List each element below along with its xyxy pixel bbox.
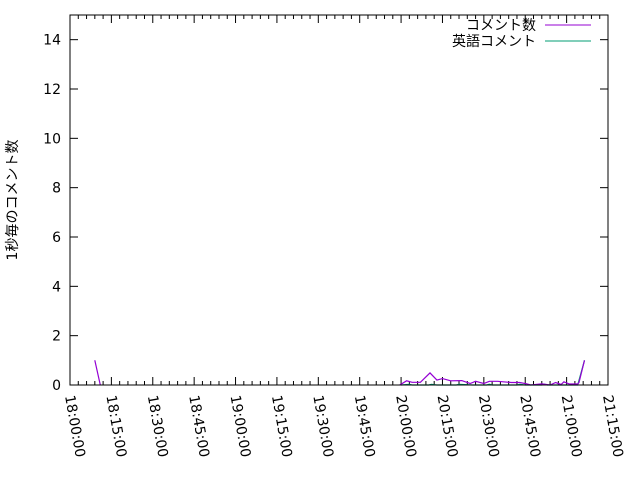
plot-border [69,14,609,386]
x-tick-label: 20:00:00 [392,394,419,459]
x-tick-label: 19:00:00 [227,394,254,459]
y-tick-label: 12 [43,82,61,98]
x-tick-label: 20:15:00 [434,394,461,459]
x-tick-label: 19:45:00 [351,394,378,459]
x-tick-label: 20:30:00 [475,394,502,459]
y-axis-label: 1秒毎のコメント数 [5,140,21,261]
y-tick-label: 6 [52,230,61,246]
legend-label-0: コメント数 [466,18,536,34]
y-tick-label: 14 [43,33,61,49]
x-tick-label: 18:15:00 [102,394,129,459]
x-tick-label: 19:15:00 [268,394,295,459]
y-tick-label: 8 [52,181,61,197]
legend-label-1: 英語コメント [452,33,536,50]
x-tick-label: 20:45:00 [516,394,543,459]
legend: コメント数 英語コメント [452,18,591,50]
x-tick-label: 18:00:00 [61,394,88,459]
x-tick-label: 21:15:00 [599,394,626,459]
x-tick-label: 21:00:00 [558,394,585,459]
series-line-0 [94,360,586,386]
y-tick-label: 2 [52,329,61,345]
y-tick-label: 0 [52,378,61,394]
y-tick-label: 10 [43,131,61,147]
y-tick-label: 4 [52,279,61,295]
x-tick-label: 18:30:00 [144,394,171,459]
x-tick-label: 19:30:00 [309,394,336,459]
x-tick-label: 18:45:00 [185,394,212,459]
